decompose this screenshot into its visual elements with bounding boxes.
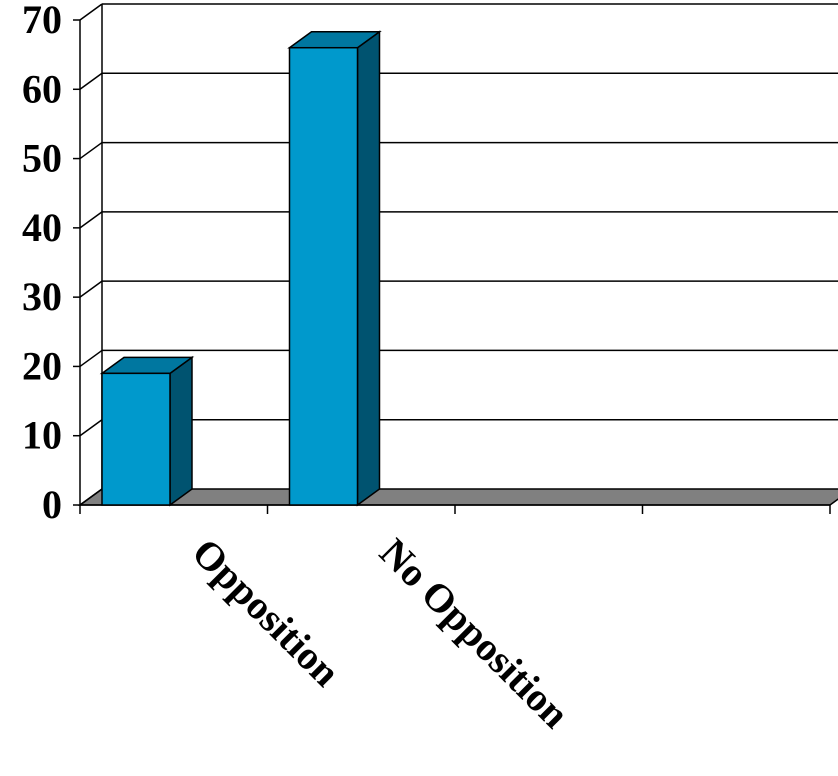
side-wall-gridline bbox=[79, 349, 103, 368]
y-tick-label: 50 bbox=[22, 136, 62, 181]
bar-side bbox=[169, 355, 193, 507]
y-tick-label: 60 bbox=[22, 66, 62, 111]
side-wall-gridline bbox=[79, 488, 103, 506]
y-tick-label: 20 bbox=[22, 343, 62, 388]
floor-plane bbox=[77, 488, 838, 506]
chart-floor bbox=[77, 488, 838, 506]
side-wall-gridline bbox=[79, 72, 103, 90]
y-tick-label: 10 bbox=[22, 413, 62, 458]
bar bbox=[287, 30, 382, 507]
bar bbox=[99, 355, 195, 507]
bar-side bbox=[356, 30, 381, 507]
side-wall-gridline bbox=[79, 211, 103, 229]
side-wall-gridline bbox=[79, 280, 103, 298]
x-category-label: Opposition bbox=[184, 530, 349, 695]
side-wall-gridline bbox=[79, 3, 103, 21]
x-axis bbox=[79, 504, 831, 514]
x-category-labels: Opposition No Opposition bbox=[184, 530, 579, 737]
bar-front bbox=[101, 372, 171, 506]
y-tick-label: 40 bbox=[22, 205, 62, 250]
side-wall-gridline bbox=[79, 419, 103, 437]
y-tick-label: 30 bbox=[22, 274, 62, 319]
y-tick-label: 0 bbox=[42, 482, 62, 527]
y-tick-labels: 0 10 20 30 40 50 60 70 bbox=[22, 0, 62, 527]
gridlines bbox=[101, 3, 838, 489]
side-wall-gridline bbox=[79, 141, 103, 160]
y-tick-label: 70 bbox=[22, 0, 62, 42]
bar-front bbox=[288, 46, 359, 506]
y-axis bbox=[73, 3, 103, 506]
x-category-label: No Opposition bbox=[371, 530, 578, 737]
bars bbox=[99, 30, 382, 507]
